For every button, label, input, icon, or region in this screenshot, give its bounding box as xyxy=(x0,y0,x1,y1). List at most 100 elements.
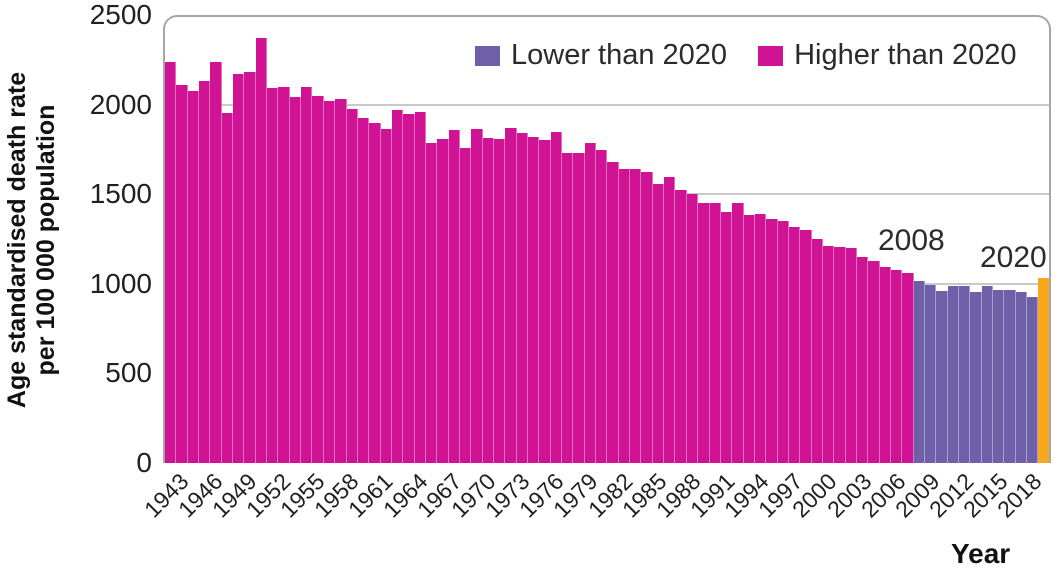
bar-1974 xyxy=(516,132,528,463)
bar-1949 xyxy=(233,74,245,463)
bar-1994 xyxy=(743,215,755,463)
bar-2011 xyxy=(936,290,948,463)
bar-1971 xyxy=(482,138,494,463)
bar-2000 xyxy=(811,239,823,463)
y-axis-title-line1: Age standardised death rate xyxy=(3,71,31,409)
bar-1964 xyxy=(403,114,415,463)
x-axis-title: Year xyxy=(951,538,1011,569)
bar-1962 xyxy=(380,129,392,463)
y-tick-0: 0 xyxy=(136,447,152,478)
bar-1988 xyxy=(675,190,687,463)
bar-1943 xyxy=(165,61,177,463)
bar-2004 xyxy=(856,256,869,463)
bar-2001 xyxy=(822,246,835,463)
y-axis-title-line2: per 100 000 population xyxy=(32,104,60,376)
bar-1980 xyxy=(584,142,597,463)
bar-1960 xyxy=(357,117,370,463)
legend-swatch-lower-icon xyxy=(475,45,500,66)
bar-2019 xyxy=(1027,297,1039,463)
bar-1963 xyxy=(391,109,404,463)
bar-1986 xyxy=(652,183,665,463)
bar-1965 xyxy=(414,112,426,463)
bar-1975 xyxy=(528,137,540,463)
bar-1948 xyxy=(221,113,234,463)
bar-1973 xyxy=(505,127,517,463)
bar-series xyxy=(165,17,1049,463)
y-tick-2000: 2000 xyxy=(89,88,152,120)
bar-1984 xyxy=(630,168,642,463)
bar-2012 xyxy=(947,286,960,463)
legend-label-higher: Higher than 2020 xyxy=(794,39,1017,71)
bar-1955 xyxy=(301,86,313,463)
bar-2005 xyxy=(868,261,880,463)
annotation-2008: 2008 xyxy=(878,224,945,257)
bar-1989 xyxy=(686,193,699,463)
plot-area: Lower than 2020 Higher than 2020 2008 20… xyxy=(163,15,1051,463)
legend-item-higher: Higher than 2020 xyxy=(758,39,1017,72)
y-tick-1500: 1500 xyxy=(89,178,152,210)
y-tick-1000: 1000 xyxy=(89,267,152,299)
bar-2020 xyxy=(1038,278,1049,463)
bar-1982 xyxy=(607,162,619,463)
bar-1970 xyxy=(471,129,483,463)
bar-1951 xyxy=(255,38,268,463)
legend: Lower than 2020 Higher than 2020 xyxy=(475,39,1017,72)
bar-2016 xyxy=(993,289,1005,463)
bar-1957 xyxy=(323,100,336,463)
bar-1995 xyxy=(754,214,767,463)
bar-2006 xyxy=(879,266,891,463)
bar-1967 xyxy=(437,139,449,463)
bar-1945 xyxy=(187,91,200,463)
bar-1956 xyxy=(312,95,324,463)
bar-1958 xyxy=(335,99,347,463)
bar-1990 xyxy=(698,203,710,463)
bar-1968 xyxy=(448,130,460,463)
bar-1979 xyxy=(573,152,585,463)
bar-2015 xyxy=(981,285,994,463)
bar-1969 xyxy=(459,148,472,463)
bar-2010 xyxy=(925,284,937,463)
bar-1966 xyxy=(425,142,438,463)
bar-1996 xyxy=(766,218,778,463)
bar-1997 xyxy=(777,221,789,463)
bar-1944 xyxy=(176,84,188,463)
bar-1977 xyxy=(550,132,563,463)
bar-1959 xyxy=(346,108,358,463)
bar-1972 xyxy=(493,139,506,463)
bar-1976 xyxy=(539,140,551,463)
bar-1946 xyxy=(199,81,211,463)
bar-2017 xyxy=(1004,289,1016,463)
bar-2002 xyxy=(834,247,846,463)
bar-1992 xyxy=(720,212,733,463)
y-axis-title: Age standardised death rate per 100 000 … xyxy=(3,10,63,470)
y-tick-2500: 2500 xyxy=(89,0,152,30)
y-tick-500: 500 xyxy=(105,357,152,389)
legend-swatch-higher-icon xyxy=(758,45,784,66)
bar-2003 xyxy=(845,248,857,463)
bar-1952 xyxy=(267,88,279,463)
annotation-2020: 2020 xyxy=(980,241,1047,274)
bar-1961 xyxy=(369,123,381,463)
bar-2013 xyxy=(959,286,971,463)
legend-label-lower: Lower than 2020 xyxy=(511,39,728,71)
bar-1985 xyxy=(641,172,653,463)
bar-1950 xyxy=(244,72,256,463)
bar-2007 xyxy=(891,270,903,463)
bar-2018 xyxy=(1015,291,1028,463)
bar-1954 xyxy=(289,97,302,463)
bar-2008 xyxy=(902,273,914,463)
bar-1993 xyxy=(732,203,744,463)
bar-1999 xyxy=(800,230,812,463)
legend-item-lower: Lower than 2020 xyxy=(475,39,727,72)
bar-2009 xyxy=(913,281,926,463)
bar-1947 xyxy=(210,61,222,463)
bar-1981 xyxy=(596,149,608,463)
bar-1991 xyxy=(709,203,721,463)
bar-1978 xyxy=(562,153,574,463)
bar-1953 xyxy=(278,87,290,463)
bar-1983 xyxy=(618,168,631,463)
gridline-2000 xyxy=(165,104,1049,107)
bar-2014 xyxy=(970,291,982,463)
bar-1987 xyxy=(664,176,676,463)
